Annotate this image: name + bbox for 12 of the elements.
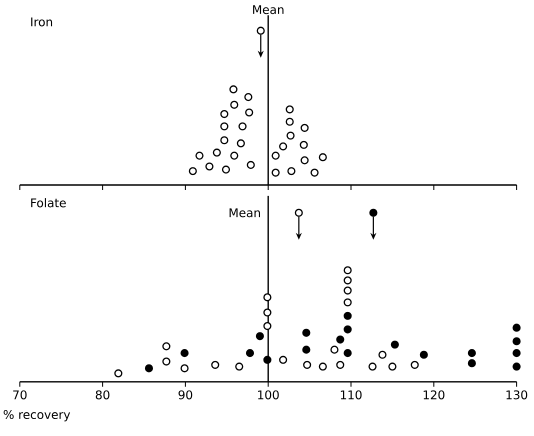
ref-line-label: Mean (230, 208, 260, 218)
x-tick-label: 110 (340, 390, 362, 400)
chart-title: Folate (31, 198, 66, 208)
x-tick-label: 80 (96, 390, 110, 400)
chart-title: Iron (31, 17, 52, 26)
x-tick-label: 120 (424, 390, 444, 400)
x-tick-label: 100 (258, 390, 279, 400)
x-tick-label: 130 (506, 390, 528, 400)
x-tick-label: 90 (178, 390, 192, 400)
ref-line-label: Mean (253, 5, 284, 14)
x-axis-title: % recovery (4, 410, 70, 422)
x-tick-label: 70 (13, 390, 27, 400)
